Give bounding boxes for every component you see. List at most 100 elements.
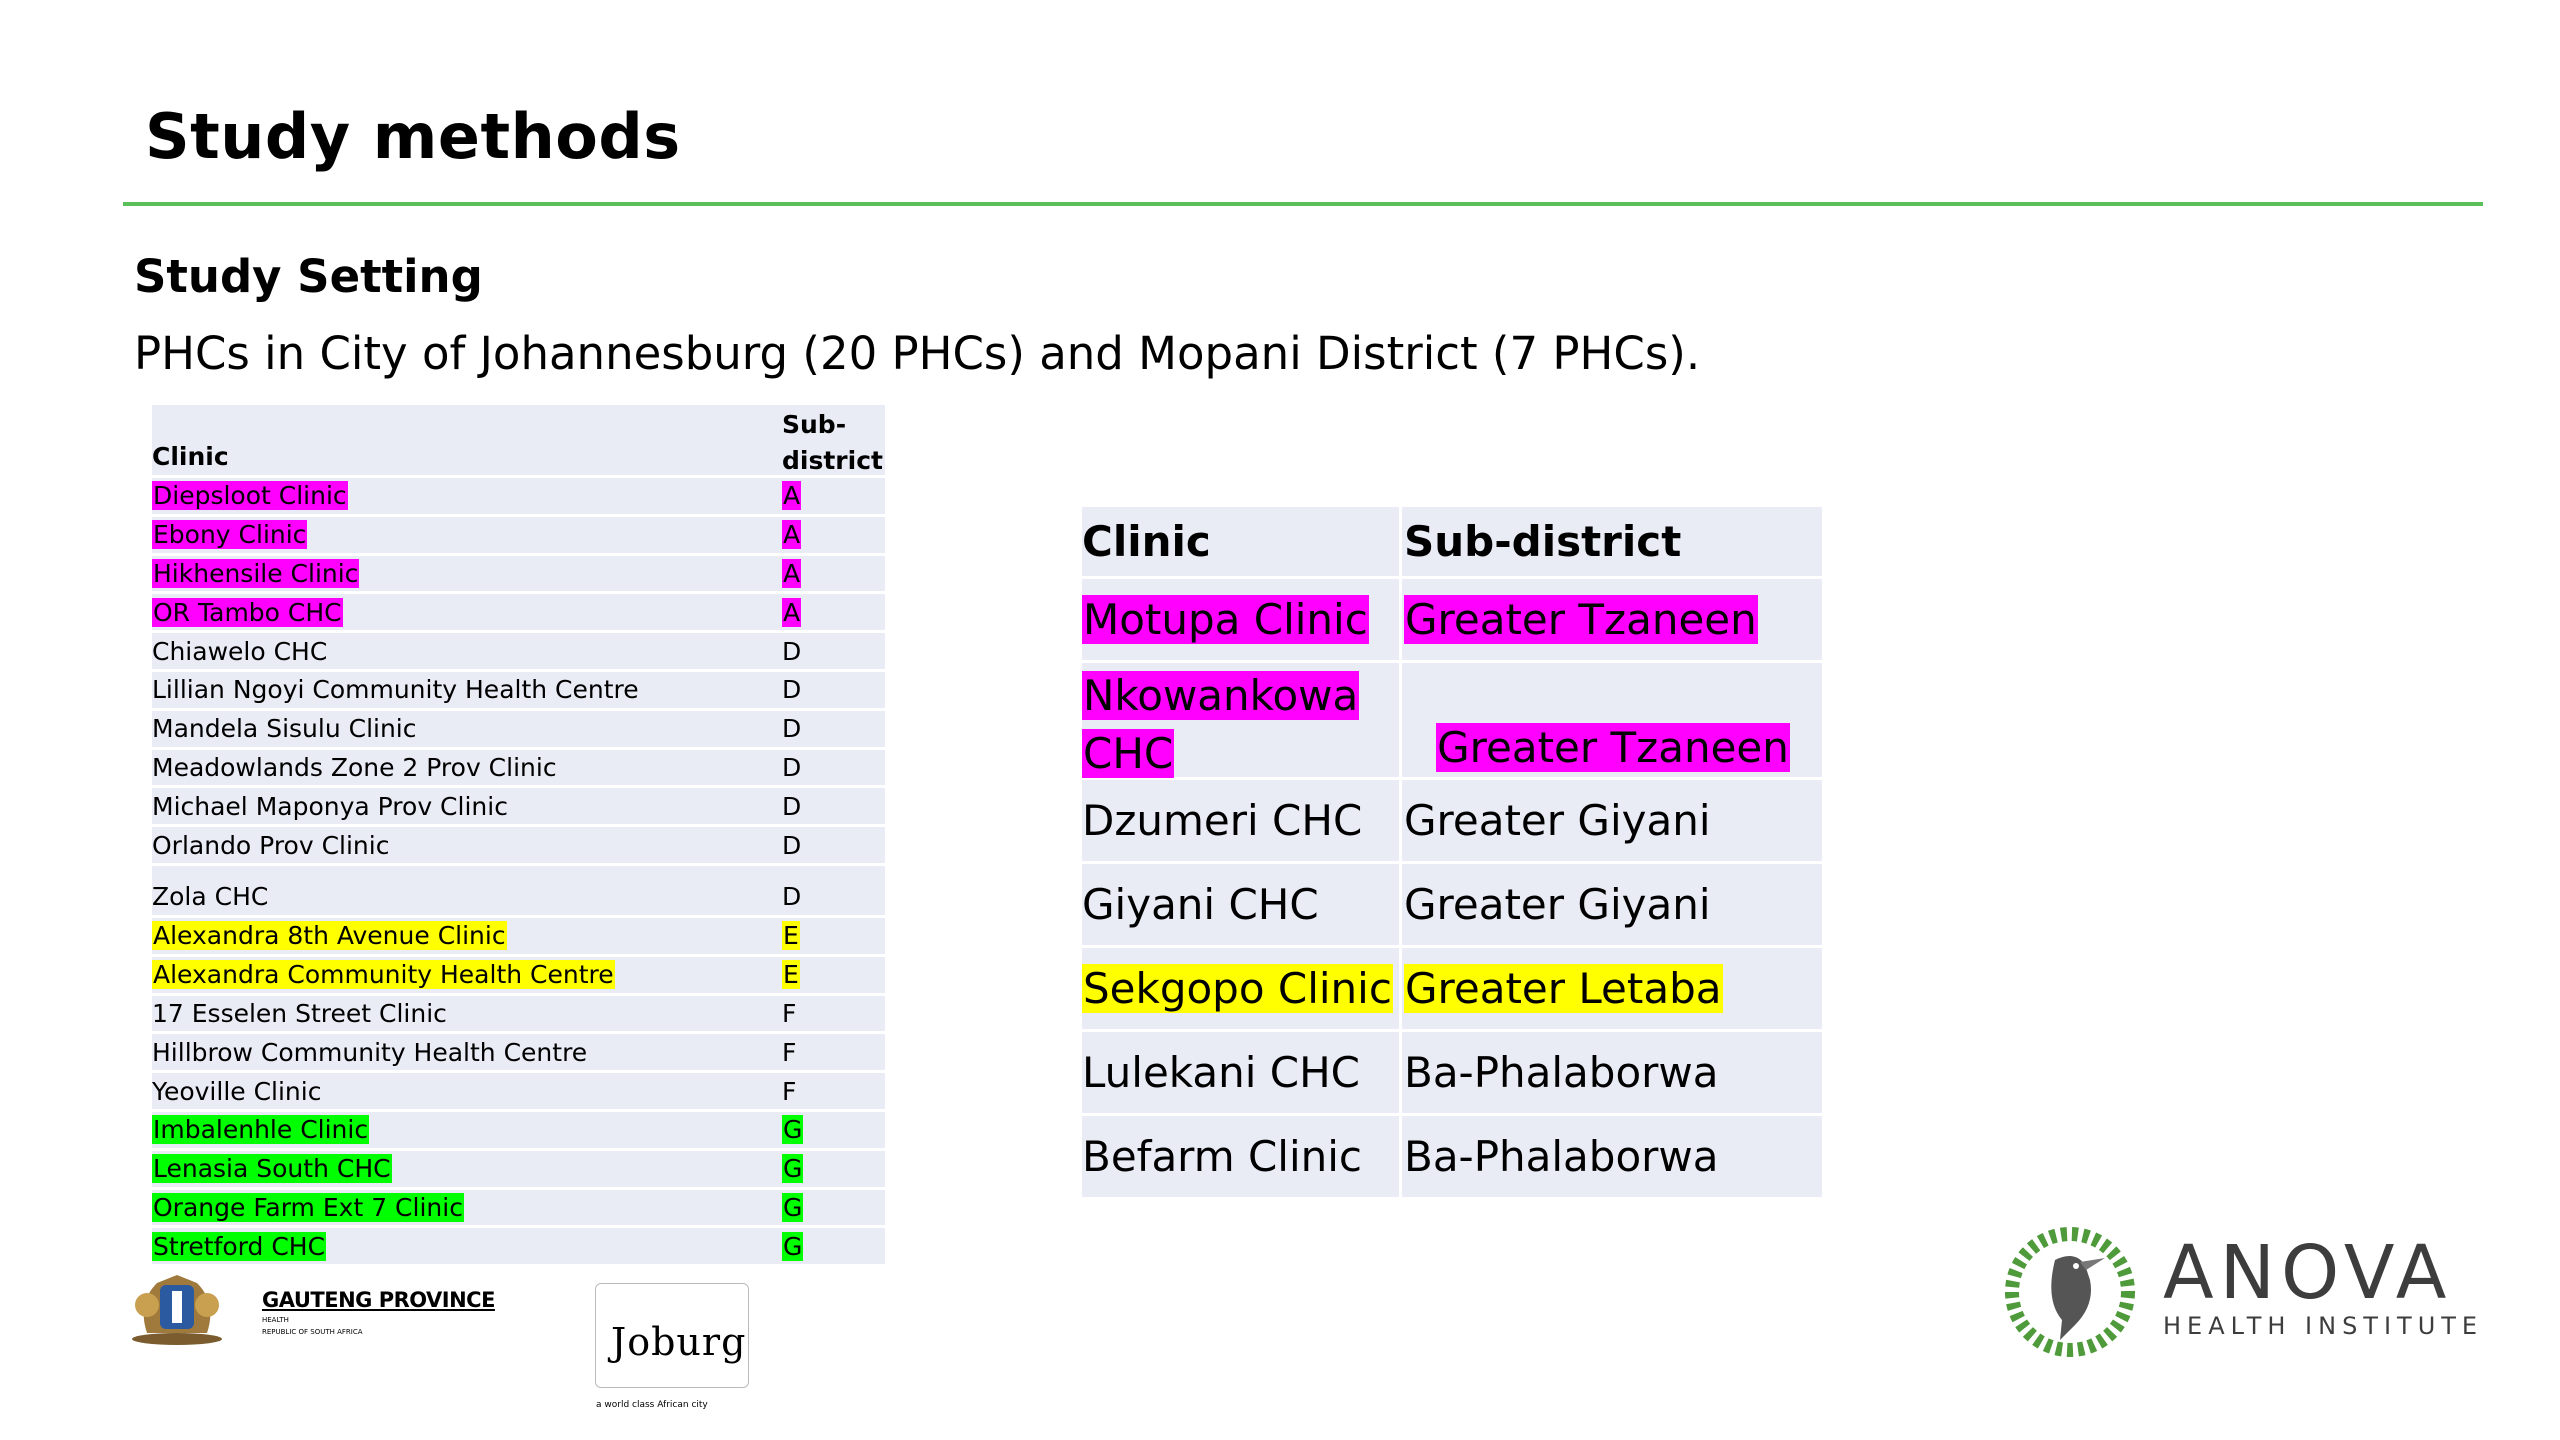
subdistrict-cell: D <box>782 752 802 782</box>
joburg-logo-text: Joburg <box>611 1320 747 1364</box>
subdistrict-cell: D <box>782 675 802 705</box>
clinic-name-cell: Befarm Clinic <box>1082 1116 1402 1197</box>
clinic-name-cell: Michael Maponya Prov Clinic <box>152 791 508 821</box>
clinic-name-cell: Dzumeri CHC <box>1082 780 1402 861</box>
subdistrict-cell: A <box>782 597 802 627</box>
table-row: Lulekani CHC Ba-Phalaborwa <box>1082 1032 1822 1116</box>
clinic-name-cell: Alexandra 8th Avenue Clinic <box>152 921 507 951</box>
gauteng-coat-of-arms-icon <box>132 1275 222 1345</box>
table-row: Dzumeri CHC Greater Giyani <box>1082 780 1822 864</box>
table-header: Clinic Sub- district <box>152 405 885 478</box>
johannesburg-clinic-table: Clinic Sub- district Diepsloot Clinic A Eb… <box>152 405 885 1268</box>
subdistrict-cell: D <box>782 791 802 821</box>
clinic-name-cell: Imbalenhle Clinic <box>152 1115 370 1145</box>
table-row: Hikhensile Clinic A <box>152 556 885 595</box>
table-row: Ebony Clinic A <box>152 517 885 556</box>
table-row: Nkowankowa CHC Greater Tzaneen <box>1082 663 1822 780</box>
clinic-name-cell: OR Tambo CHC <box>152 597 343 627</box>
subdistrict-cell: Greater Tzaneen <box>1436 723 1790 772</box>
subdistrict-cell: Ba-Phalaborwa <box>1404 1048 1719 1097</box>
table-row: 17 Esselen Street Clinic F <box>152 996 885 1035</box>
anova-brand-name: ANOVA <box>2163 1230 2453 1316</box>
clinic-name-cell: Yeoville Clinic <box>152 1076 322 1106</box>
clinic-name-cell: Orange Farm Ext 7 Clinic <box>152 1192 464 1222</box>
title-divider <box>123 202 2483 206</box>
clinic-name-cell: Ebony Clinic <box>152 520 308 550</box>
table-row: OR Tambo CHC A <box>152 594 885 634</box>
subdistrict-cell: E <box>782 960 800 990</box>
subdistrict-cell: A <box>782 481 802 511</box>
clinic-name-cell: Nkowankowa CHC <box>1082 663 1402 778</box>
clinic-name-cell: Giyani CHC <box>1082 864 1402 945</box>
clinic-name-cell: Lillian Ngoyi Community Health Centre <box>152 675 639 705</box>
subdistrict-cell: G <box>782 1115 804 1145</box>
subdistrict-cell: Greater Letaba <box>1404 964 1723 1013</box>
table-row: Meadowlands Zone 2 Prov Clinic D <box>152 750 885 789</box>
clinic-name-cell: Diepsloot Clinic <box>152 481 348 511</box>
gauteng-country: REPUBLIC OF SOUTH AFRICA <box>262 1328 363 1336</box>
table-row: Mandela Sisulu Clinic D <box>152 711 885 750</box>
subdistrict-cell: E <box>782 921 800 951</box>
anova-bird-emblem-icon <box>2005 1227 2135 1357</box>
subdistrict-column-header: Sub- district <box>782 410 883 475</box>
clinic-name-cell: Chiawelo CHC <box>152 636 328 666</box>
subdistrict-cell: D <box>782 714 802 744</box>
table-row: Michael Maponya Prov Clinic D <box>152 788 885 828</box>
mopani-clinic-table: Clinic Sub-district Motupa Clinic Greater… <box>1082 507 1822 1200</box>
subdistrict-cell: Greater Tzaneen <box>1404 595 1758 644</box>
subdistrict-cell: D <box>782 830 802 860</box>
table-row: Hillbrow Community Health Centre F <box>152 1034 885 1074</box>
clinic-column-header: Clinic <box>1082 507 1402 576</box>
slide-title: Study methods <box>145 100 681 173</box>
clinic-name-cell: Stretford CHC <box>152 1231 327 1261</box>
table-row: Orlando Prov Clinic D <box>152 827 885 866</box>
clinic-name-cell: Motupa Clinic <box>1082 579 1402 660</box>
subdistrict-cell: D <box>782 881 802 911</box>
clinic-name-cell: Lulekani CHC <box>1082 1032 1402 1113</box>
clinic-name-cell: Hikhensile Clinic <box>152 558 360 588</box>
table-row: Befarm Clinic Ba-Phalaborwa <box>1082 1116 1822 1200</box>
table-row: Chiawelo CHC D <box>152 633 885 672</box>
table-row: Zola CHC D <box>152 866 885 918</box>
clinic-name-cell: Mandela Sisulu Clinic <box>152 714 417 744</box>
subdistrict-cell: F <box>782 1037 797 1067</box>
anova-brand-subtitle: HEALTH INSTITUTE <box>2163 1312 2484 1340</box>
clinic-name-cell: Zola CHC <box>152 881 269 911</box>
subdistrict-cell: Ba-Phalaborwa <box>1404 1132 1719 1181</box>
subdistrict-cell: Greater Giyani <box>1404 796 1711 845</box>
joburg-tagline: a world class African city <box>596 1400 708 1410</box>
subdistrict-cell: G <box>782 1231 804 1261</box>
table-row: Lillian Ngoyi Community Health Centre D <box>152 672 885 711</box>
subdistrict-cell: G <box>782 1154 804 1184</box>
subdistrict-cell: A <box>782 558 802 588</box>
subdistrict-cell: Greater Giyani <box>1404 880 1711 929</box>
table-row: Stretford CHC G <box>152 1228 885 1268</box>
table-row: Sekgopo Clinic Greater Letaba <box>1082 948 1822 1032</box>
table-row: Motupa Clinic Greater Tzaneen <box>1082 579 1822 663</box>
table-header: Clinic Sub-district <box>1082 507 1822 579</box>
subdistrict-cell: F <box>782 998 797 1028</box>
table-row: Imbalenhle Clinic G <box>152 1112 885 1151</box>
clinic-name-cell: Lenasia South CHC <box>152 1154 392 1184</box>
table-row: Lenasia South CHC G <box>152 1151 885 1190</box>
table-row: Orange Farm Ext 7 Clinic G <box>152 1190 885 1229</box>
clinic-name-cell: 17 Esselen Street Clinic <box>152 998 447 1028</box>
section-description: PHCs in City of Johannesburg (20 PHCs) a… <box>134 327 1701 380</box>
clinic-name-cell: Meadowlands Zone 2 Prov Clinic <box>152 752 557 782</box>
table-row: Giyani CHC Greater Giyani <box>1082 864 1822 948</box>
clinic-column-header: Clinic <box>152 442 229 471</box>
clinic-name-cell: Orlando Prov Clinic <box>152 830 390 860</box>
section-subtitle: Study Setting <box>134 250 483 303</box>
clinic-name-cell: Hillbrow Community Health Centre <box>152 1037 588 1067</box>
clinic-name-cell: Alexandra Community Health Centre <box>152 960 615 990</box>
subdistrict-cell: F <box>782 1076 797 1106</box>
gauteng-province-name: GAUTENG PROVINCE <box>262 1288 495 1312</box>
joburg-logo <box>595 1283 749 1388</box>
table-row: Diepsloot Clinic A <box>152 478 885 517</box>
subdistrict-column-header: Sub-district <box>1404 517 1682 566</box>
table-row: Alexandra 8th Avenue Clinic E <box>152 918 885 957</box>
clinic-name-cell: Sekgopo Clinic <box>1082 948 1402 1029</box>
gauteng-department: HEALTH <box>262 1316 289 1324</box>
subdistrict-cell: D <box>782 636 802 666</box>
subdistrict-cell: G <box>782 1192 804 1222</box>
